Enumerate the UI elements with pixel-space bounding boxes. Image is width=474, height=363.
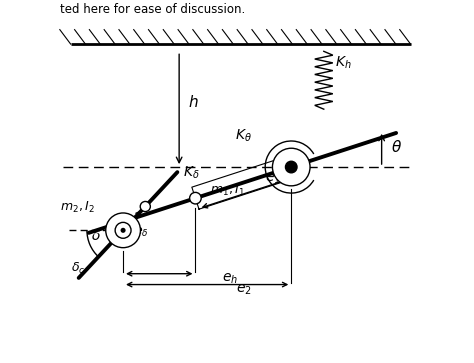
Text: $\delta$: $\delta$	[91, 229, 100, 244]
Text: $m_1, I_1$: $m_1, I_1$	[210, 183, 245, 198]
Text: $e_h$: $e_h$	[222, 272, 238, 286]
Circle shape	[190, 192, 201, 204]
Text: $\delta_c$: $\delta_c$	[71, 261, 85, 276]
Text: $m_2, I_2$: $m_2, I_2$	[60, 199, 95, 215]
Text: $h$: $h$	[188, 94, 199, 110]
Circle shape	[273, 148, 310, 186]
Text: $e_1$: $e_1$	[265, 172, 281, 187]
Text: $e_2$: $e_2$	[237, 282, 252, 297]
Circle shape	[285, 161, 297, 173]
Text: $K_{\delta}$: $K_{\delta}$	[183, 164, 200, 181]
Circle shape	[120, 228, 126, 233]
Circle shape	[140, 201, 150, 212]
Circle shape	[106, 213, 140, 248]
Text: $e_{\delta}$: $e_{\delta}$	[134, 227, 148, 240]
Text: $K_{\theta}$: $K_{\theta}$	[235, 128, 252, 144]
Circle shape	[115, 223, 131, 238]
Text: $\theta$: $\theta$	[391, 139, 402, 155]
Text: ted here for ease of discussion.: ted here for ease of discussion.	[60, 3, 245, 16]
Text: $K_h$: $K_h$	[335, 55, 351, 72]
